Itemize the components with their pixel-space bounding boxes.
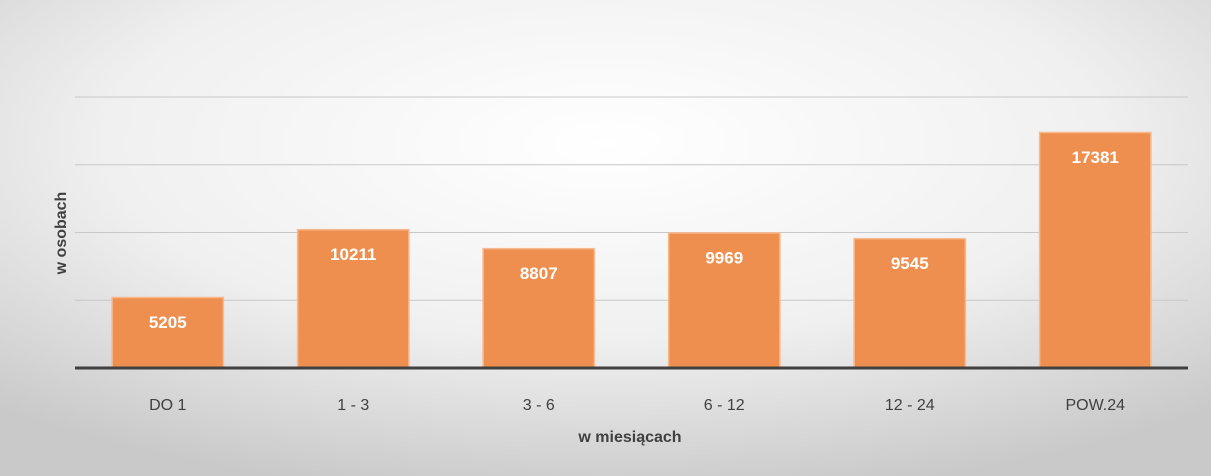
x-tick-label: DO 1 xyxy=(149,397,186,414)
bar xyxy=(853,237,967,369)
x-tick-label: 12 - 24 xyxy=(885,397,935,414)
bar xyxy=(111,296,225,369)
data-label: 10211 xyxy=(330,245,376,264)
y-axis-label: w osobach xyxy=(53,192,70,276)
x-tick-label: 6 - 12 xyxy=(704,397,745,414)
bars: 5205 10211 8807 9969 9545 17381 xyxy=(111,131,1152,369)
x-tick-label: 1 - 3 xyxy=(337,397,369,414)
data-label: 17381 xyxy=(1072,148,1119,167)
bar xyxy=(482,247,596,369)
x-tick-label: POW.24 xyxy=(1065,397,1125,414)
data-label: 9969 xyxy=(705,248,743,267)
bar xyxy=(296,228,410,369)
data-label: 5205 xyxy=(149,313,187,332)
data-label: 8807 xyxy=(520,264,558,283)
x-tick-label: 3 - 6 xyxy=(523,397,555,414)
bar xyxy=(1038,131,1152,369)
data-label: 9545 xyxy=(891,254,929,273)
x-axis-label: w miesiącach xyxy=(577,429,681,446)
